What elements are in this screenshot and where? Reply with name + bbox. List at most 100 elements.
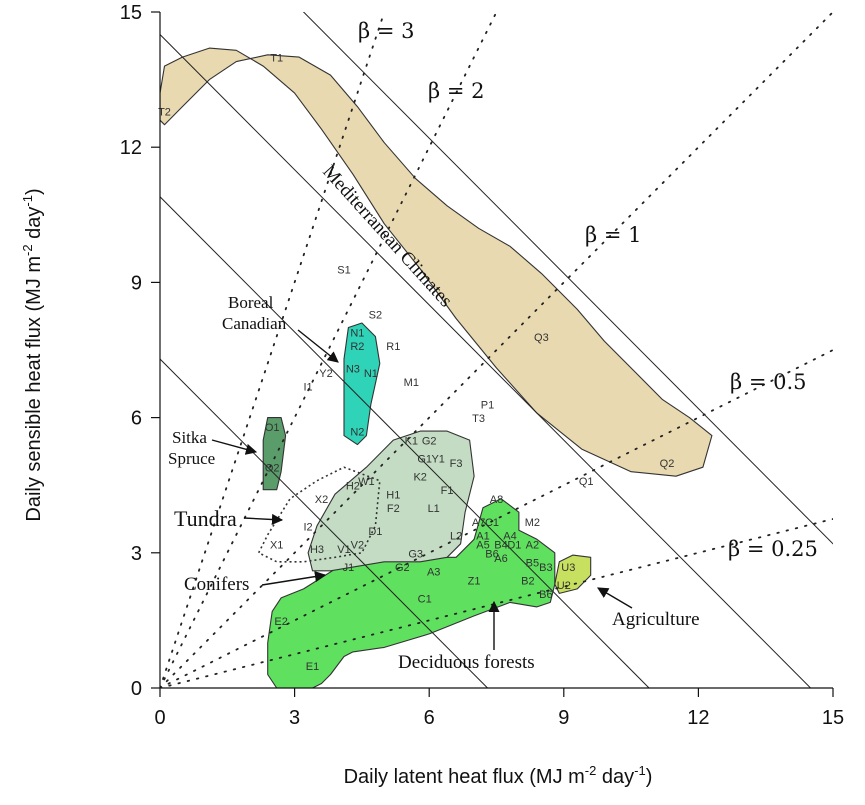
energy-line-2 [160, 34, 811, 688]
site-label: S1 [337, 264, 350, 276]
site-label: H1 [386, 490, 400, 502]
site-label: Y2 [319, 368, 332, 380]
bowen-line-2 [160, 12, 498, 688]
beta-1-label: β = 1 [585, 223, 641, 247]
axes: 0 3 6 9 12 15 0 3 6 9 12 15 [120, 2, 844, 729]
site-label: I1 [304, 382, 313, 394]
site-label: A3 [427, 566, 440, 578]
site-label: N1 [350, 328, 364, 340]
site-label: B3 [539, 562, 552, 574]
x-tick-label: 12 [687, 707, 709, 729]
site-label: F1 [441, 485, 454, 497]
x-axis-title: Daily latent heat flux (MJ m-2 day-1) [344, 763, 653, 788]
region-mediterranean [160, 47, 713, 477]
site-label: G2 [422, 436, 437, 448]
boreal-label-line2: Canadian [222, 314, 287, 333]
y-tick-label: 9 [131, 272, 142, 294]
site-label: T3 [472, 413, 485, 425]
beta-0.25-label: β = 0.25 [728, 537, 818, 561]
tundra-label: Tundra [174, 506, 237, 531]
conifers-arrow [261, 571, 327, 586]
site-label: B4 [494, 539, 507, 551]
site-label: B2 [521, 575, 534, 587]
region-boreal [343, 322, 381, 446]
site-label: Q2 [660, 458, 675, 470]
site-label: N2 [350, 427, 364, 439]
site-label: A6 [494, 553, 507, 565]
site-label: T2 [158, 107, 171, 119]
sitka-label-line2: Spruce [168, 449, 215, 468]
site-label: M2 [525, 517, 540, 529]
site-label: B6 [485, 548, 498, 560]
x-tick-label: 3 [289, 707, 300, 729]
site-label: Q1 [579, 476, 594, 488]
conifers-label: Conifers [184, 574, 249, 595]
energy-line-0 [160, 358, 488, 688]
deciduous-label: Deciduous forests [398, 652, 535, 673]
bowen-line-0.25 [160, 518, 833, 688]
site-label: J1 [343, 562, 355, 574]
site-label: Q3 [534, 332, 549, 344]
y-tick-label: 3 [131, 543, 142, 565]
y-axis-title: Daily sensible heat flux (MJ m-2 day-1) [20, 188, 45, 521]
site-label: F2 [387, 503, 400, 515]
bowen-line-1 [160, 12, 833, 688]
sitka-arrow [211, 439, 258, 455]
site-label: Z1 [468, 575, 481, 587]
agriculture-arrow [597, 587, 633, 609]
y-tick-label: 15 [120, 2, 142, 24]
region-layer [160, 47, 713, 688]
site-label: O1 [265, 422, 280, 434]
agriculture-label: Agriculture [612, 609, 700, 630]
site-label: F3 [450, 458, 463, 470]
site-label: D1 [507, 539, 521, 551]
site-label: S2 [369, 310, 382, 322]
site-label: M1 [404, 377, 419, 389]
boreal-arrow [297, 329, 339, 363]
site-label: T1 [270, 53, 283, 65]
site-label: A2 [526, 539, 539, 551]
site-label: C1 [485, 517, 499, 529]
site-label: L1 [428, 503, 440, 515]
region-agriculture [554, 554, 592, 594]
tundra-arrow [243, 513, 284, 526]
site-label: W1 [358, 476, 375, 488]
reference-line-layer [160, 12, 833, 688]
site-label: A8 [490, 494, 503, 506]
site-label: R2 [350, 341, 364, 353]
region-sitka [262, 417, 287, 491]
region-conifers [307, 430, 475, 572]
site-label: K2 [413, 472, 426, 484]
x-tick-label: 9 [558, 707, 569, 729]
site-label: Y1 [431, 454, 444, 466]
beta-0.5-label: β = 0.5 [730, 370, 806, 394]
y-tick-label: 6 [131, 408, 142, 430]
site-label: D1 [368, 526, 382, 538]
x-tick-label: 6 [424, 707, 435, 729]
site-label: N3 [346, 364, 360, 376]
site-label: N1 [364, 368, 378, 380]
site-label: A7 [472, 517, 485, 529]
site-label: V2 [351, 539, 364, 551]
site-label: R1 [386, 341, 400, 353]
site-label: E1 [306, 661, 319, 673]
site-label: B6 [539, 589, 552, 601]
site-label: C1 [418, 593, 432, 605]
site-label: V1 [337, 544, 350, 556]
site-label: E2 [274, 616, 287, 628]
x-tick-label: 0 [154, 707, 165, 729]
site-label: H2 [346, 481, 360, 493]
site-label: A4 [503, 530, 516, 542]
y-tick-label: 12 [120, 137, 142, 159]
site-label: U2 [557, 580, 571, 592]
x-tick-label: 15 [822, 707, 844, 729]
site-label: U3 [561, 562, 575, 574]
site-label: I2 [304, 521, 313, 533]
site-label: A1 [476, 530, 489, 542]
sitka-label: Sitka [172, 428, 207, 447]
site-label: H3 [310, 544, 324, 556]
bowen-line-0.5 [160, 349, 833, 688]
region-tundra [257, 466, 381, 563]
